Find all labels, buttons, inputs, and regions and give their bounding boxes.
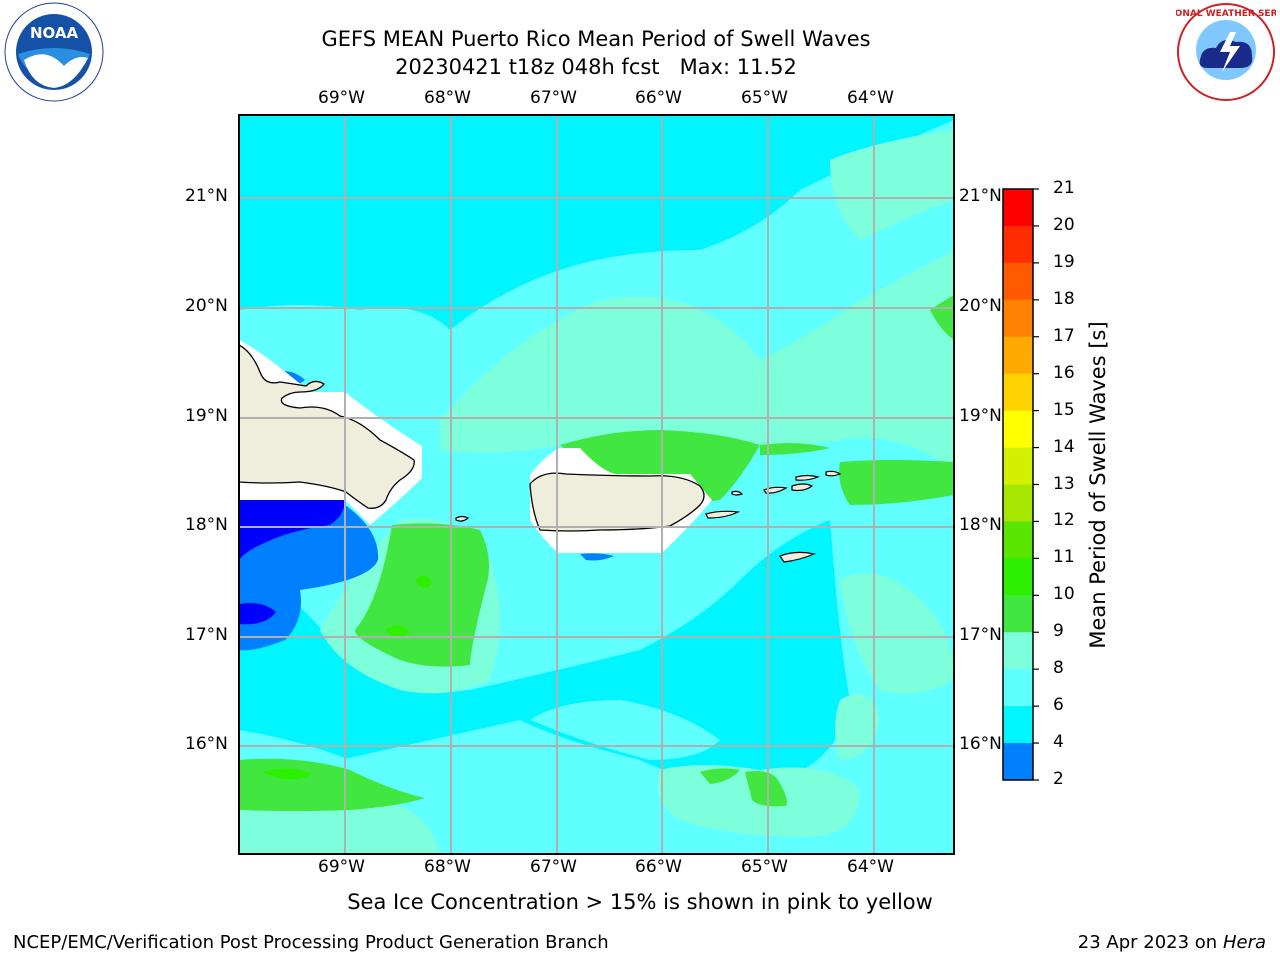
hispaniola-land	[239, 344, 415, 509]
footer-date-text: 23 Apr 2023 on	[1077, 932, 1218, 953]
virgin-islands-tortola	[795, 470, 842, 481]
culebra-island	[731, 490, 744, 496]
lon-label-top: 69°W	[318, 88, 365, 108]
swell-band-green-pr-ne	[760, 443, 830, 455]
colorbar-tick-label: 4	[1053, 732, 1064, 753]
lon-label-bottom: 67°W	[530, 857, 577, 877]
colorbar-tick-label: 10	[1053, 584, 1075, 605]
lon-label-top: 68°W	[424, 88, 471, 108]
lat-label-right: 16°N	[959, 734, 1002, 754]
colorbar-tick-label: 21	[1053, 178, 1075, 198]
lon-label-top: 67°W	[530, 88, 577, 108]
lon-label-top: 64°W	[847, 88, 894, 108]
swell-band-aquamarine-east	[830, 130, 954, 240]
lon-label-bottom: 68°W	[424, 857, 471, 877]
swell-band-darkblue-hispaniola	[239, 500, 345, 560]
swell-band-aquamarine-se2	[835, 693, 880, 760]
lon-label-bottom: 64°W	[847, 857, 894, 877]
colorbar-tick-label: 18	[1053, 288, 1075, 309]
swell-band-green-ne-edge	[930, 295, 954, 340]
chart-subtitle: 20230421 t18z 048h fcst Max: 11.52	[395, 55, 797, 79]
lon-label-top: 66°W	[635, 88, 682, 108]
colorbar-tick-label: 13	[1053, 473, 1075, 494]
swell-band-green-east	[839, 460, 954, 505]
lat-label-right: 18°N	[959, 515, 1002, 535]
nws-logo: NATIONAL WEATHER SERVICE	[1151, 2, 1280, 106]
lon-label-top: 65°W	[741, 88, 788, 108]
swell-band-cyan-south	[239, 520, 850, 783]
colorbar-tick-label: 19	[1053, 251, 1075, 272]
lat-label-right: 17°N	[959, 625, 1002, 645]
footer-host: Hera	[1222, 932, 1266, 953]
gridlines	[239, 115, 954, 854]
lat-label-left: 16°N	[185, 734, 228, 754]
colorbar-tick-label: 12	[1053, 510, 1075, 531]
swell-band-green-s2	[745, 771, 787, 807]
colorbar-tick-label: 6	[1053, 695, 1064, 716]
vieques-island	[705, 510, 741, 519]
lon-label-bottom: 66°W	[635, 857, 682, 877]
nws-logo-text: NATIONAL WEATHER SERVICE	[1176, 9, 1276, 19]
mona-island	[455, 515, 470, 522]
lat-label-left: 20°N	[185, 296, 228, 316]
colorbar-tick-label: 2	[1053, 769, 1064, 789]
st-croix-island	[779, 551, 816, 563]
swell-band-aquamarine	[440, 250, 954, 470]
colorbar-tick-label: 20	[1053, 214, 1075, 235]
colorbar-tick-label: 14	[1053, 436, 1075, 457]
map-area	[239, 115, 954, 854]
sea-ice-caption: Sea Ice Concentration > 15% is shown in …	[347, 890, 933, 914]
noaa-logo-text: NOAA	[30, 24, 79, 42]
virgin-islands-st-thomas	[763, 483, 814, 494]
colorbar-tick-label: 9	[1053, 621, 1064, 642]
map-frame	[238, 114, 955, 855]
colorbar-label: Mean Period of Swell Waves [s]	[1086, 321, 1110, 649]
colorbar-tick-label: 17	[1053, 325, 1075, 346]
swell-band-darkblue-sw	[239, 603, 276, 625]
colorbar-tick-label: 11	[1053, 547, 1075, 568]
colorbar-tick-label: 16	[1053, 362, 1075, 383]
lat-label-right: 21°N	[959, 186, 1002, 206]
colorbar-tick-label: 15	[1053, 399, 1075, 420]
colorbar-tick-label: 8	[1053, 658, 1064, 679]
puerto-rico-land	[529, 472, 705, 532]
lat-label-right: 20°N	[959, 296, 1002, 316]
swell-band-blue-pr-south	[580, 553, 614, 561]
footer-date: 23 Apr 2023 on Hera	[1078, 932, 1266, 953]
lat-label-right: 19°N	[959, 406, 1002, 426]
lon-label-bottom: 69°W	[318, 857, 365, 877]
lon-label-bottom: 65°W	[741, 857, 788, 877]
lat-label-left: 17°N	[185, 625, 228, 645]
swell-band-green-s1	[700, 768, 740, 784]
swell-band-aquamarine-se	[840, 573, 954, 694]
chart-title: GEFS MEAN Puerto Rico Mean Period of Swe…	[321, 27, 871, 51]
lat-label-left: 19°N	[185, 406, 228, 426]
lat-label-left: 21°N	[185, 186, 228, 206]
noaa-logo: NOAA	[4, 2, 104, 106]
lat-label-left: 18°N	[185, 515, 228, 535]
footer-credit: NCEP/EMC/Verification Post Processing Pr…	[13, 932, 609, 953]
swell-band-green-pr-north	[560, 430, 760, 503]
